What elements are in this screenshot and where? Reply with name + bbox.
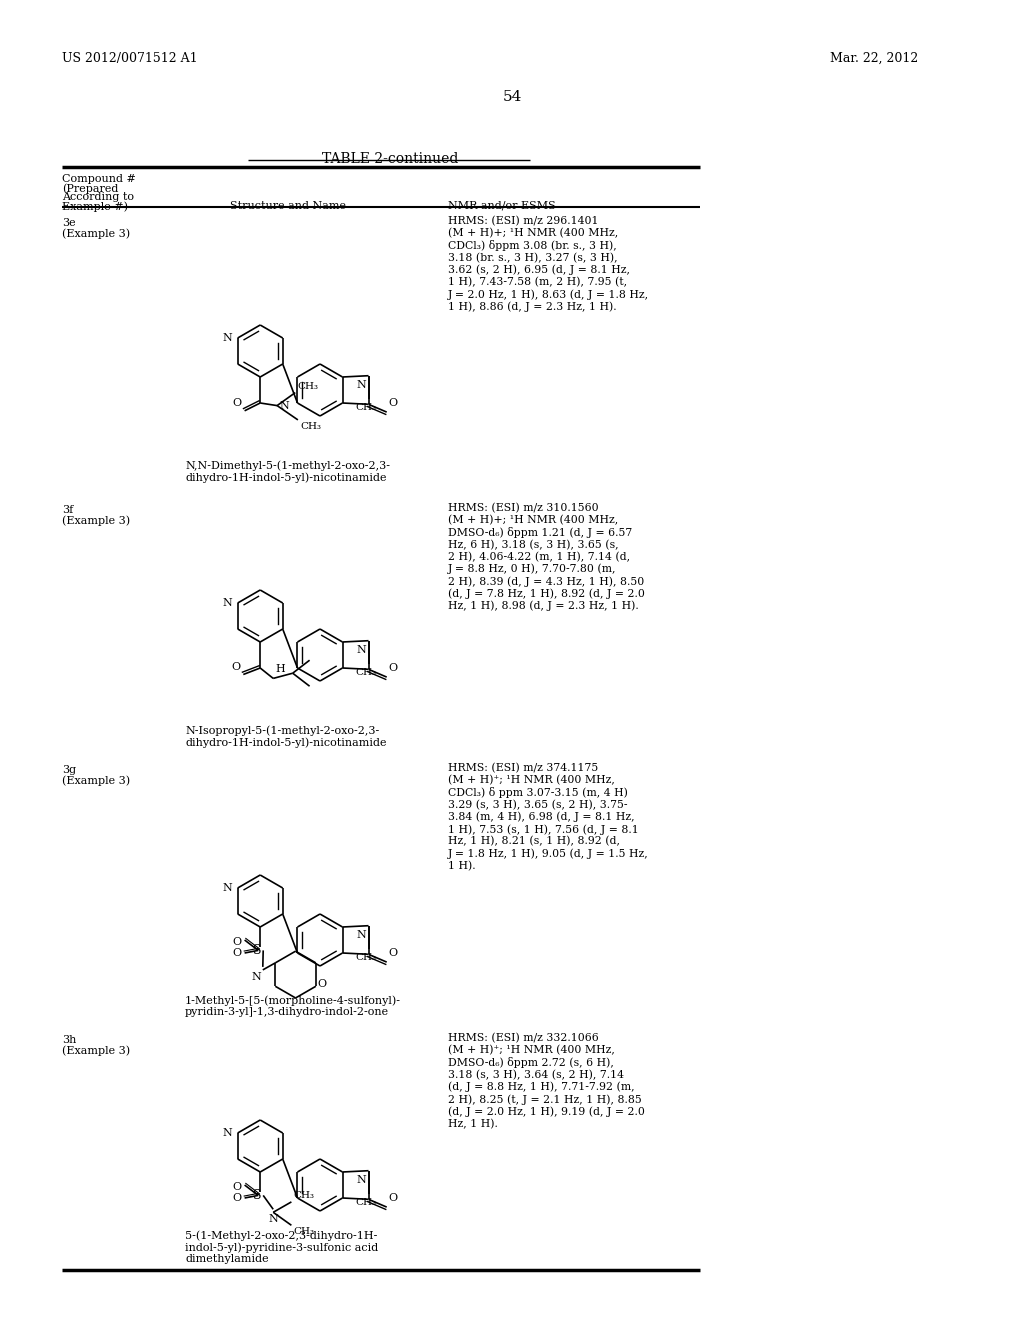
Text: 1-Methyl-5-[5-(morpholine-4-sulfonyl)-
pyridin-3-yl]-1,3-dihydro-indol-2-one: 1-Methyl-5-[5-(morpholine-4-sulfonyl)- p… bbox=[185, 995, 401, 1018]
Text: 5-(1-Methyl-2-oxo-2,3-dihydro-1H-
indol-5-yl)-pyridine-3-sulfonic acid
dimethyla: 5-(1-Methyl-2-oxo-2,3-dihydro-1H- indol-… bbox=[185, 1230, 378, 1265]
Text: N: N bbox=[251, 972, 261, 982]
Text: HRMS: (ESI) m/z 332.1066
(M + H)⁺; ¹H NMR (400 MHz,
DMSO-d₆) δppm 2.72 (s, 6 H),: HRMS: (ESI) m/z 332.1066 (M + H)⁺; ¹H NM… bbox=[449, 1034, 645, 1129]
Text: Mar. 22, 2012: Mar. 22, 2012 bbox=[830, 51, 919, 65]
Text: S: S bbox=[253, 944, 261, 957]
Text: CH₃: CH₃ bbox=[355, 953, 376, 962]
Text: (Example 3): (Example 3) bbox=[62, 775, 130, 785]
Text: O: O bbox=[389, 663, 398, 673]
Text: S: S bbox=[253, 1189, 261, 1203]
Text: Compound #: Compound # bbox=[62, 174, 136, 183]
Text: (Example 3): (Example 3) bbox=[62, 228, 130, 239]
Text: N: N bbox=[280, 400, 289, 411]
Text: O: O bbox=[232, 397, 242, 408]
Text: 3f: 3f bbox=[62, 506, 74, 515]
Text: O: O bbox=[389, 948, 398, 958]
Text: NMR and/or ESMS: NMR and/or ESMS bbox=[449, 201, 556, 211]
Text: Structure and Name: Structure and Name bbox=[230, 201, 346, 211]
Text: O: O bbox=[389, 399, 398, 408]
Text: HRMS: (ESI) m/z 374.1175
(M + H)⁺; ¹H NMR (400 MHz,
CDCl₃) δ ppm 3.07-3.15 (m, 4: HRMS: (ESI) m/z 374.1175 (M + H)⁺; ¹H NM… bbox=[449, 763, 649, 871]
Text: O: O bbox=[231, 661, 241, 672]
Text: N: N bbox=[356, 929, 367, 940]
Text: HRMS: (ESI) m/z 296.1401
(M + H)+; ¹H NMR (400 MHz,
CDCl₃) δppm 3.08 (br. s., 3 : HRMS: (ESI) m/z 296.1401 (M + H)+; ¹H NM… bbox=[449, 216, 649, 312]
Text: N-Isopropyl-5-(1-methyl-2-oxo-2,3-
dihydro-1H-indol-5-yl)-nicotinamide: N-Isopropyl-5-(1-methyl-2-oxo-2,3- dihyd… bbox=[185, 725, 386, 748]
Text: H: H bbox=[275, 664, 285, 675]
Text: N: N bbox=[223, 598, 232, 609]
Text: N: N bbox=[223, 883, 232, 894]
Text: CH₃: CH₃ bbox=[297, 381, 318, 391]
Text: O: O bbox=[232, 1193, 242, 1203]
Text: N: N bbox=[356, 1175, 367, 1185]
Text: CH₃: CH₃ bbox=[355, 1199, 376, 1206]
Text: 3h: 3h bbox=[62, 1035, 77, 1045]
Text: N: N bbox=[356, 644, 367, 655]
Text: CH₃: CH₃ bbox=[300, 422, 321, 430]
Text: O: O bbox=[389, 1193, 398, 1203]
Text: CH₃: CH₃ bbox=[294, 1191, 314, 1200]
Text: O: O bbox=[317, 979, 327, 989]
Text: O: O bbox=[232, 948, 242, 958]
Text: N: N bbox=[268, 1214, 279, 1225]
Text: US 2012/0071512 A1: US 2012/0071512 A1 bbox=[62, 51, 198, 65]
Text: (Prepared: (Prepared bbox=[62, 183, 119, 194]
Text: N: N bbox=[223, 1129, 232, 1138]
Text: N: N bbox=[356, 380, 367, 389]
Text: 3e: 3e bbox=[62, 218, 76, 228]
Text: Example #): Example #) bbox=[62, 201, 128, 211]
Text: CH₃: CH₃ bbox=[355, 668, 376, 677]
Text: According to: According to bbox=[62, 191, 134, 202]
Text: N: N bbox=[223, 333, 232, 343]
Text: (Example 3): (Example 3) bbox=[62, 515, 130, 525]
Text: (Example 3): (Example 3) bbox=[62, 1045, 130, 1056]
Text: HRMS: (ESI) m/z 310.1560
(M + H)+; ¹H NMR (400 MHz,
DMSO-d₆) δppm 1.21 (d, J = 6: HRMS: (ESI) m/z 310.1560 (M + H)+; ¹H NM… bbox=[449, 503, 645, 611]
Text: TABLE 2-continued: TABLE 2-continued bbox=[322, 152, 458, 166]
Text: O: O bbox=[232, 937, 242, 946]
Text: O: O bbox=[232, 1181, 242, 1192]
Text: 3g: 3g bbox=[62, 766, 76, 775]
Text: 54: 54 bbox=[503, 90, 521, 104]
Text: CH₃: CH₃ bbox=[355, 403, 376, 412]
Text: N,N-Dimethyl-5-(1-methyl-2-oxo-2,3-
dihydro-1H-indol-5-yl)-nicotinamide: N,N-Dimethyl-5-(1-methyl-2-oxo-2,3- dihy… bbox=[185, 459, 390, 483]
Text: CH₃: CH₃ bbox=[294, 1228, 314, 1237]
